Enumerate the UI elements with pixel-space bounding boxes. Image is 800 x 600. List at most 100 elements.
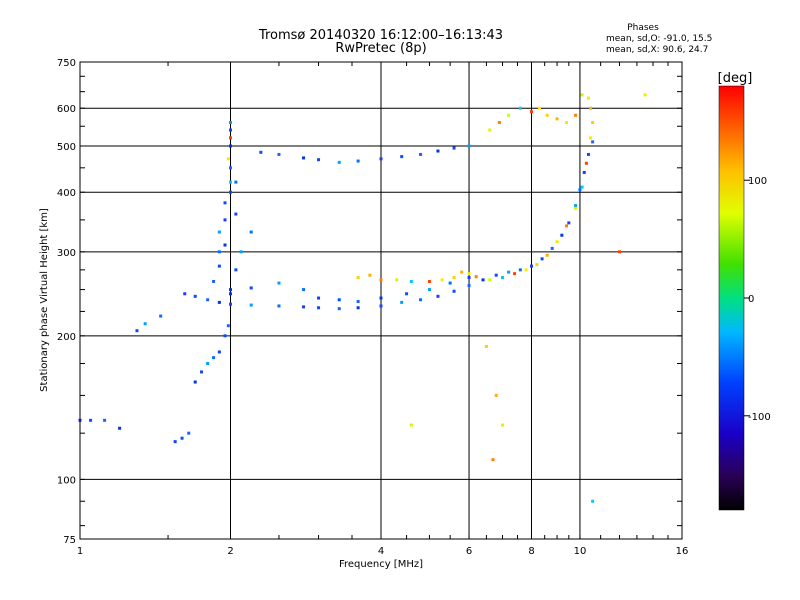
- data-point: [582, 170, 586, 174]
- phases-stats-title: Phases: [627, 23, 659, 33]
- data-point: [217, 250, 221, 254]
- data-point: [317, 306, 321, 310]
- data-point: [302, 288, 306, 292]
- phases-stats-x: mean, sd,X: 90.6, 24.7: [606, 45, 708, 55]
- data-point: [212, 279, 216, 283]
- data-point: [560, 233, 564, 237]
- data-point: [229, 292, 232, 296]
- data-point: [173, 440, 177, 444]
- data-point: [409, 279, 413, 283]
- data-point: [589, 106, 593, 110]
- x-tick-label: 6: [466, 546, 472, 557]
- data-point: [555, 240, 559, 244]
- x-tick-label: 10: [574, 546, 587, 557]
- data-point: [400, 155, 404, 159]
- data-point: [535, 263, 539, 267]
- x-tick-label: 16: [676, 546, 689, 557]
- colorbar-ticks: -100 0 100: [744, 176, 771, 423]
- data-point: [183, 292, 187, 296]
- data-point: [452, 289, 456, 293]
- data-point: [540, 257, 544, 261]
- data-point: [591, 140, 595, 144]
- data-point: [249, 303, 253, 307]
- data-point: [467, 272, 471, 276]
- data-point: [229, 190, 232, 194]
- data-point: [507, 113, 511, 117]
- x-tick-label: 1: [77, 546, 83, 557]
- data-point: [229, 180, 232, 184]
- data-point: [497, 121, 501, 125]
- colorbar-tick-label: 100: [748, 176, 767, 187]
- data-point: [180, 436, 184, 440]
- data-point: [212, 356, 216, 360]
- data-point: [356, 159, 360, 163]
- data-point: [223, 201, 227, 205]
- y-axis-label: Stationary phase Virtual Height [km]: [39, 208, 50, 392]
- data-point: [507, 270, 511, 274]
- data-point: [229, 136, 232, 140]
- data-point: [302, 305, 306, 309]
- data-point: [356, 306, 360, 310]
- data-point: [467, 144, 471, 148]
- data-point: [400, 300, 404, 304]
- data-point: [574, 206, 578, 210]
- phases-stats-o: mean, sd,O: -91.0, 15.5: [606, 34, 712, 44]
- data-point: [452, 276, 456, 280]
- data-point: [135, 329, 139, 333]
- data-point: [229, 166, 232, 170]
- colorbar-label: [deg]: [718, 71, 753, 86]
- y-axis-ticks: 75 100 200 300 400 500 600 750: [57, 58, 682, 546]
- data-point: [379, 296, 383, 300]
- data-point: [427, 288, 431, 292]
- data-point: [103, 418, 107, 422]
- data-point: [501, 276, 505, 280]
- data-point: [419, 298, 423, 302]
- data-point: [395, 278, 399, 282]
- data-point: [436, 294, 440, 298]
- data-point: [574, 113, 578, 117]
- data-point: [580, 93, 584, 97]
- data-point: [467, 276, 471, 280]
- y-tick-label: 75: [63, 535, 76, 546]
- data-point: [217, 264, 221, 268]
- data-point: [223, 334, 227, 338]
- data-point: [537, 106, 541, 110]
- data-point: [302, 156, 306, 160]
- data-point: [206, 298, 210, 302]
- data-point: [524, 268, 528, 272]
- data-point: [337, 298, 341, 302]
- chart-subtitle: RwPretec (8p): [335, 41, 426, 56]
- data-point: [481, 278, 485, 282]
- y-tick-label: 600: [57, 104, 76, 115]
- y-tick-label: 200: [57, 332, 76, 343]
- data-point: [249, 286, 253, 290]
- data-point: [234, 268, 238, 272]
- colorbar-tick-label: 0: [748, 294, 754, 305]
- data-point: [591, 499, 595, 503]
- data-point: [118, 426, 122, 430]
- plot-grid: [80, 62, 682, 539]
- data-point: [200, 370, 204, 374]
- data-point: [317, 158, 321, 162]
- data-point: [239, 250, 243, 254]
- data-point: [206, 361, 210, 365]
- data-point: [356, 300, 360, 304]
- data-point: [550, 246, 554, 250]
- data-point: [518, 268, 522, 272]
- data-point: [193, 294, 197, 298]
- data-point: [277, 152, 281, 156]
- data-point: [586, 96, 590, 100]
- data-point: [436, 149, 440, 153]
- y-tick-label: 400: [57, 188, 76, 199]
- x-tick-label: 4: [378, 546, 384, 557]
- data-point: [491, 458, 495, 462]
- data-point: [474, 275, 478, 279]
- data-point: [368, 273, 372, 277]
- data-point: [259, 150, 263, 154]
- data-point: [229, 128, 232, 132]
- data-point: [379, 278, 383, 282]
- data-point: [277, 304, 281, 308]
- data-point: [229, 288, 232, 292]
